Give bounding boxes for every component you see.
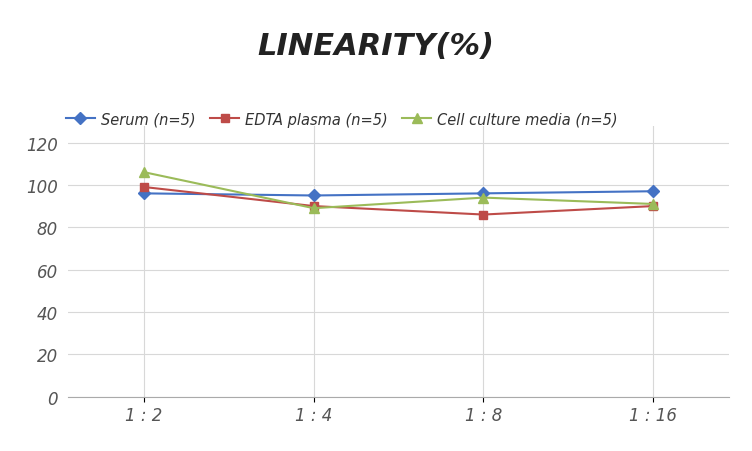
Text: LINEARITY(%): LINEARITY(%) bbox=[257, 32, 495, 60]
Legend: Serum (n=5), EDTA plasma (n=5), Cell culture media (n=5): Serum (n=5), EDTA plasma (n=5), Cell cul… bbox=[60, 106, 623, 133]
